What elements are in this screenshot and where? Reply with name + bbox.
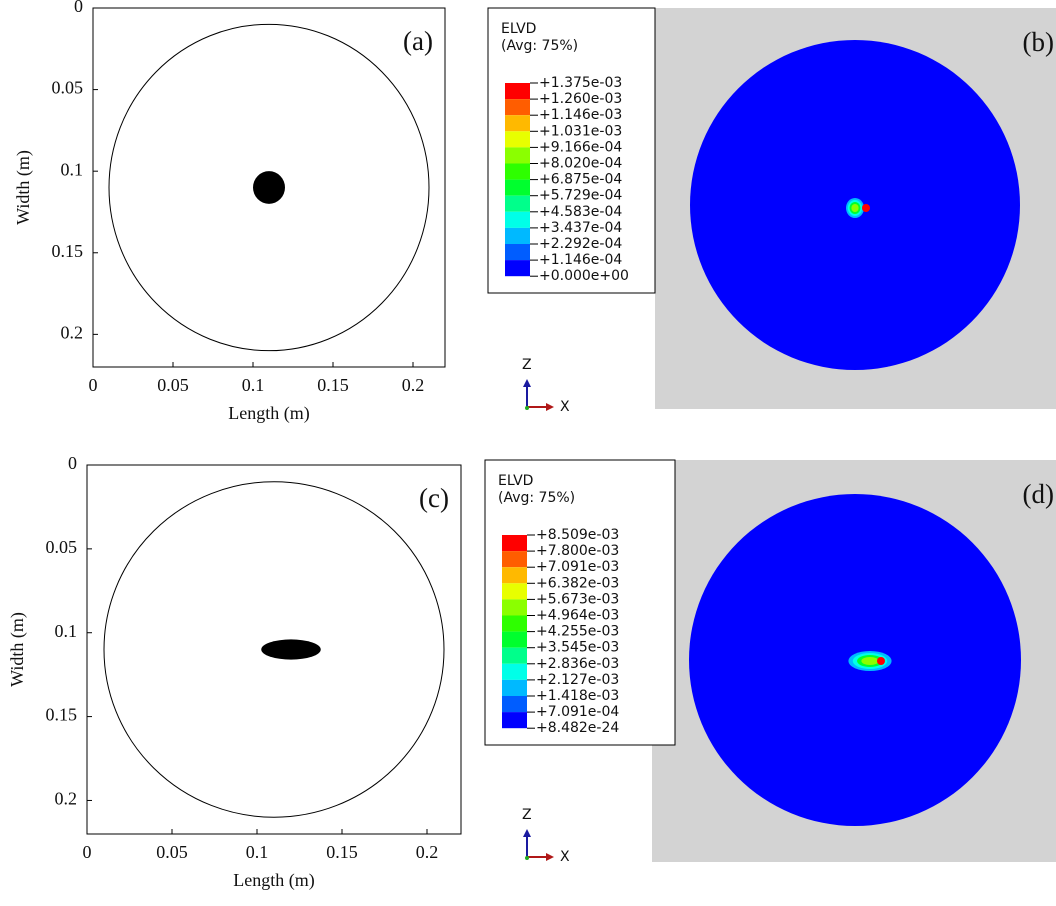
legend-label: +3.545e-03 [536, 640, 619, 656]
contour-peak [877, 657, 885, 665]
y-tick-label: 0.05 [46, 537, 78, 557]
legend-label: +0.000e+00 [539, 268, 629, 284]
legend-swatch [505, 180, 530, 196]
y-axis-label: Width (m) [13, 150, 34, 225]
legend-title: ELVD [498, 473, 533, 489]
legend-swatch [505, 83, 530, 99]
legend-label: +4.964e-03 [536, 608, 619, 624]
legend-swatch [502, 583, 527, 599]
triad-origin [525, 856, 529, 860]
legend-swatch [505, 212, 530, 228]
x-tick-label: 0.1 [242, 375, 265, 395]
legend-label: +8.020e-04 [539, 156, 622, 172]
legend-swatch [505, 99, 530, 115]
x-tick-label: 0.05 [157, 375, 189, 395]
legend-label: +2.127e-03 [536, 672, 619, 688]
legend-label: +4.255e-03 [536, 624, 619, 640]
legend-label: +6.875e-04 [539, 172, 622, 188]
triad-z-label: Z [522, 357, 532, 373]
legend-label: +2.836e-03 [536, 656, 619, 672]
panel-label: (a) [403, 26, 433, 56]
legend-swatch [505, 260, 530, 276]
x-axis-label: Length (m) [228, 403, 309, 424]
triad-x-label: X [560, 849, 570, 865]
legend-swatch [502, 648, 527, 664]
legend-label: +5.729e-04 [539, 188, 622, 204]
y-tick-label: 0.1 [55, 621, 78, 641]
legend-swatch [505, 115, 530, 131]
legend-swatch [502, 567, 527, 583]
x-tick-label: 0.15 [317, 375, 349, 395]
y-tick-label: 0.05 [52, 78, 84, 98]
legend-label: +8.482e-24 [536, 720, 619, 736]
legend-swatch [505, 147, 530, 163]
y-tick-label: 0.15 [46, 705, 78, 725]
legend-label: +1.146e-04 [539, 252, 622, 268]
legend-label: +2.292e-04 [539, 236, 622, 252]
legend-swatch [505, 228, 530, 244]
y-tick-label: 0 [68, 453, 77, 473]
legend-label: +4.583e-04 [539, 204, 622, 220]
legend-label: +1.375e-03 [539, 75, 622, 91]
triad-x-head [546, 853, 554, 861]
triad-x-label: X [560, 399, 570, 415]
triad-z-head [523, 379, 531, 387]
y-tick-label: 0.1 [61, 159, 84, 179]
legend-swatch [502, 664, 527, 680]
x-tick-label: 0 [83, 842, 92, 862]
legend-label: +1.031e-03 [539, 123, 622, 139]
x-tick-label: 0 [89, 375, 98, 395]
legend-swatch [502, 599, 527, 615]
legend-swatch [502, 680, 527, 696]
legend-label: +7.091e-04 [536, 704, 619, 720]
legend-subtitle: (Avg: 75%) [501, 38, 578, 54]
legend-swatch [502, 712, 527, 728]
contour-spot [851, 204, 858, 212]
panel-label: (b) [1023, 27, 1054, 57]
legend-title: ELVD [501, 21, 536, 37]
y-tick-label: 0.15 [52, 241, 84, 261]
contour-spot [861, 657, 878, 665]
triad-z-label: Z [522, 807, 532, 823]
legend-label: +1.418e-03 [536, 688, 619, 704]
panel-label: (d) [1023, 479, 1054, 509]
y-tick-label: 0.2 [55, 789, 78, 809]
x-tick-label: 0.05 [156, 842, 188, 862]
damage-zone [261, 639, 321, 659]
legend-swatch [502, 632, 527, 648]
damage-zone [253, 171, 285, 204]
x-tick-label: 0.2 [402, 375, 425, 395]
legend-label: +1.260e-03 [539, 91, 622, 107]
legend-subtitle: (Avg: 75%) [498, 490, 575, 506]
legend-label: +7.091e-03 [536, 559, 619, 575]
legend-label: +1.146e-03 [539, 107, 622, 123]
legend-label: +9.166e-04 [539, 139, 622, 155]
legend-swatch [502, 616, 527, 632]
triad-z-head [523, 829, 531, 837]
x-tick-label: 0.1 [246, 842, 269, 862]
x-axis-label: Length (m) [233, 870, 314, 891]
legend-label: +8.509e-03 [536, 527, 619, 543]
legend-swatch [505, 244, 530, 260]
legend-swatch [502, 551, 527, 567]
legend-label: +5.673e-03 [536, 591, 619, 607]
legend-swatch [502, 696, 527, 712]
x-tick-label: 0.2 [416, 842, 439, 862]
figure: 0 0.05 0.1 0.15 0.2 0 0.05 0.1 0.15 0.2 Length (m)… [0, 0, 1056, 906]
triad-origin [525, 406, 529, 410]
legend-label: +6.382e-03 [536, 575, 619, 591]
x-tick-label: 0.15 [326, 842, 358, 862]
y-axis-label: Width (m) [7, 612, 28, 687]
y-tick-label: 0.2 [61, 322, 84, 342]
legend-swatch [505, 131, 530, 147]
legend-label: +3.437e-04 [539, 220, 622, 236]
legend-swatch [502, 535, 527, 551]
legend-swatch [505, 196, 530, 212]
triad-x-head [546, 403, 554, 411]
contour-peak [862, 204, 870, 212]
legend-label: +7.800e-03 [536, 543, 619, 559]
legend-swatch [505, 164, 530, 180]
panel-label: (c) [419, 483, 449, 513]
y-tick-label: 0 [74, 0, 83, 16]
